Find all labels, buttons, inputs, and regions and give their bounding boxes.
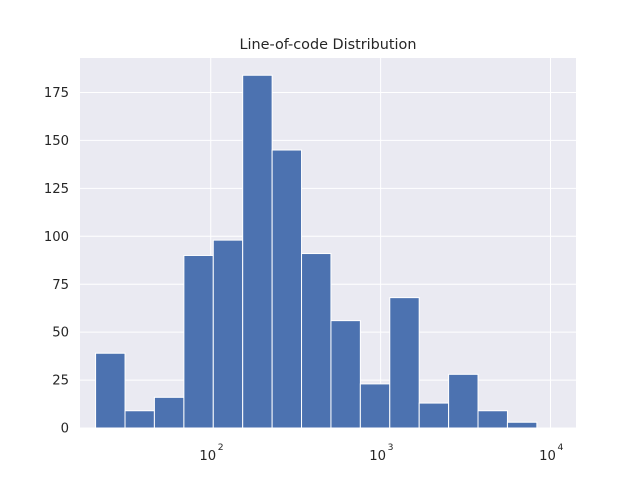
histogram-bar: [389, 297, 420, 429]
histogram-bars: [95, 74, 538, 429]
histogram-bar: [506, 421, 538, 429]
x-tick-label: 104: [539, 442, 563, 464]
histogram-bar: [359, 383, 391, 429]
y-tick-label: 150: [44, 134, 69, 149]
y-tick-label: 50: [52, 326, 69, 341]
y-tick-label: 100: [44, 230, 69, 245]
histogram-bar: [183, 254, 214, 429]
histogram-bar: [95, 352, 126, 429]
y-tick-label: 175: [44, 86, 69, 101]
x-tick-base: 10: [539, 449, 556, 464]
histogram-bar: [448, 373, 479, 429]
histogram-bar: [124, 410, 155, 429]
x-tick-label: 103: [369, 442, 393, 464]
x-tick-exponent: 2: [218, 442, 224, 453]
y-tick-label: 125: [44, 182, 69, 197]
histogram-bar: [212, 239, 244, 429]
histogram-bar: [153, 396, 185, 429]
histogram-bar: [301, 253, 332, 429]
x-tick-base: 10: [199, 449, 216, 464]
x-tick-label: 102: [199, 442, 223, 464]
x-tick-exponent: 4: [558, 442, 564, 453]
y-axis-ticks: 0 25 50 75 100 125 150 175: [44, 86, 69, 436]
chart-title: Line-of-code Distribution: [240, 37, 417, 53]
histogram-bar: [271, 149, 303, 429]
x-tick-exponent: 3: [388, 442, 394, 453]
histogram-bar: [477, 410, 508, 429]
histogram-bar: [330, 320, 361, 429]
y-tick-label: 75: [52, 278, 69, 293]
x-tick-base: 10: [369, 449, 386, 464]
histogram-bar: [242, 74, 273, 429]
y-tick-label: 25: [52, 374, 69, 389]
grid-lines: [80, 58, 576, 429]
histogram-bar: [418, 402, 450, 429]
y-tick-label: 0: [61, 422, 69, 437]
